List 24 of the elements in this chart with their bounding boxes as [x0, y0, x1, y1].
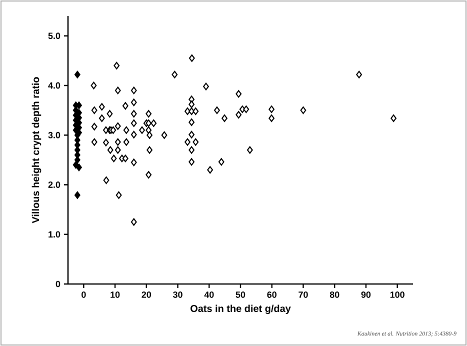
- point: [76, 164, 82, 172]
- y-tick-label: 1.0: [48, 231, 60, 238]
- point: [76, 102, 82, 110]
- x-tick-label: 0: [82, 292, 86, 298]
- y-axis-title: Villous height crypt depth ratio: [32, 77, 42, 224]
- x-tick-label: 50: [236, 292, 246, 298]
- x-tick-label: 90: [361, 292, 371, 298]
- point: [74, 191, 80, 199]
- x-tick-label: 20: [142, 292, 152, 298]
- x-tick-label: 30: [172, 292, 182, 298]
- x-tick-label: 10: [110, 292, 120, 298]
- x-tick-label: 80: [330, 292, 340, 298]
- x-tick-label: 40: [204, 292, 214, 298]
- point: [74, 156, 80, 164]
- point: [74, 70, 80, 78]
- y-tick-label: 3.0: [48, 132, 60, 138]
- y-tick-label: 0: [56, 280, 60, 288]
- x-axis-title: Oats in the diet g/day: [190, 304, 291, 314]
- y-tick-label: 4.0: [48, 82, 60, 89]
- x-tick-label: 60: [267, 292, 276, 298]
- y-tick-label: 5.0: [48, 32, 60, 40]
- x-tick-label: 100: [390, 292, 404, 298]
- y-tick-label: 2.0: [48, 182, 60, 188]
- x-tick-label: 70: [298, 292, 308, 298]
